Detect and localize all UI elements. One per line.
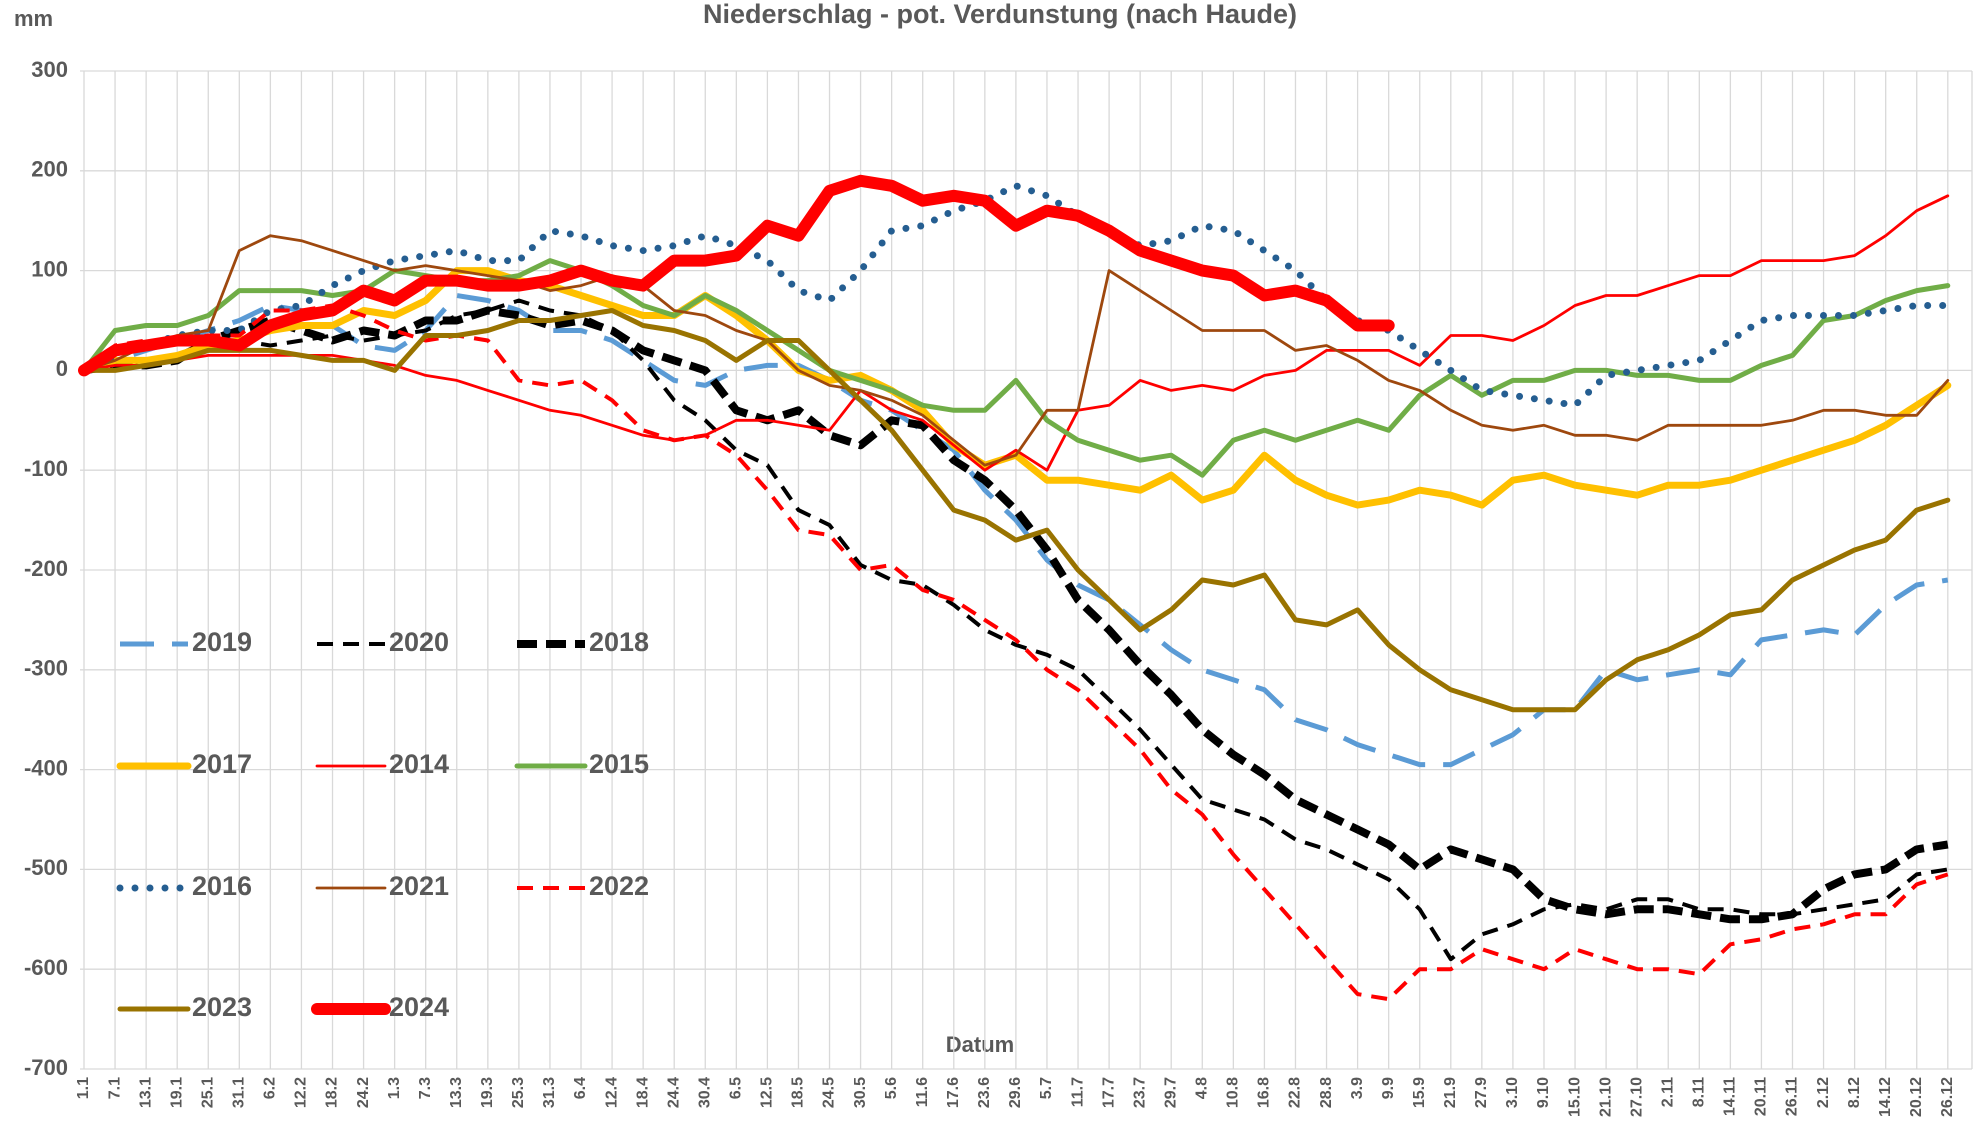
y-tick-label: -100: [24, 456, 68, 481]
x-tick-label: 23.7: [1131, 1077, 1148, 1108]
x-tick-label: 31.1: [231, 1077, 248, 1108]
x-tick-label: 24.5: [821, 1077, 838, 1108]
legend-label: 2023: [192, 992, 252, 1022]
chart-title: Niederschlag - pot. Verdunstung (nach Ha…: [703, 0, 1297, 29]
x-tick-label: 25.3: [510, 1077, 527, 1108]
x-tick-label: 8.12: [1846, 1077, 1863, 1108]
series-line: [81, 308, 1951, 713]
x-tick-label: 3.9: [1349, 1077, 1366, 1099]
legend-label: 2020: [389, 627, 449, 657]
x-tick-label: 30.4: [696, 1077, 713, 1108]
y-tick-label: -400: [24, 755, 68, 780]
x-tick-label: 6.4: [572, 1077, 589, 1099]
x-tick-label: 29.7: [1162, 1077, 1179, 1108]
legend-label: 2014: [389, 749, 449, 779]
y-tick-label: 0: [56, 356, 68, 381]
x-tick-label: 12.5: [759, 1077, 776, 1108]
x-tick-label: 4.8: [1194, 1077, 1211, 1099]
x-tick-label: 26.11: [1784, 1077, 1801, 1116]
y-tick-label: 100: [31, 256, 68, 281]
x-tick-label: 7.1: [106, 1077, 123, 1099]
x-tick-label: 2.12: [1815, 1077, 1832, 1108]
x-tick-label: 18.2: [324, 1077, 341, 1108]
x-tick-label: 10.8: [1225, 1077, 1242, 1108]
y-tick-label: -300: [24, 656, 68, 681]
x-tick-label: 12.2: [293, 1077, 310, 1108]
x-tick-label: 28.8: [1318, 1077, 1335, 1108]
y-tick-label: -700: [24, 1055, 68, 1080]
x-tick-label: 30.5: [852, 1077, 869, 1108]
x-tick-label: 12.4: [603, 1077, 620, 1108]
y-axis-label: mm: [14, 6, 53, 31]
x-tick-label: 13.1: [137, 1077, 154, 1108]
x-tick-label: 11.7: [1069, 1077, 1086, 1107]
x-tick-label: 29.6: [1007, 1077, 1024, 1108]
series-line: [80, 182, 1952, 409]
x-tick-label: 17.7: [1100, 1077, 1117, 1108]
x-tick-label: 6.5: [728, 1077, 745, 1099]
x-tick-label: 5.7: [1038, 1077, 1055, 1099]
x-axis-label: Datum: [946, 1032, 1014, 1057]
x-tick-label: 20.12: [1908, 1077, 1925, 1117]
x-tick-label: 9.10: [1535, 1077, 1552, 1108]
series-line: [83, 293, 1949, 768]
x-tick-label: 7.3: [417, 1077, 434, 1099]
x-tick-label: 8.11: [1691, 1077, 1708, 1107]
legend-label: 2022: [589, 871, 649, 901]
series-line: [82, 194, 1950, 472]
x-tick-label: 19.1: [168, 1077, 185, 1108]
legend-label: 2017: [192, 749, 252, 779]
x-tick-label: 5.6: [883, 1077, 900, 1099]
legend-label: 2016: [192, 871, 252, 901]
y-tick-label: -600: [24, 955, 68, 980]
x-tick-label: 13.3: [448, 1077, 465, 1108]
y-tick-label: 300: [31, 57, 68, 82]
x-tick-label: 1.1: [75, 1077, 92, 1099]
series-line: [78, 174, 1395, 377]
x-tick-label: 3.10: [1504, 1077, 1521, 1108]
x-tick-label: 21.10: [1597, 1077, 1614, 1117]
x-tick-label: 19.3: [479, 1077, 496, 1108]
x-tick-label: 18.4: [634, 1077, 651, 1108]
x-tick-label: 27.9: [1473, 1077, 1490, 1108]
legend-label: 2018: [589, 627, 649, 657]
x-tick-label: 20.11: [1753, 1077, 1770, 1116]
x-tick-label: 23.6: [976, 1077, 993, 1108]
x-tick-label: 9.9: [1380, 1077, 1397, 1099]
x-tick-label: 21.9: [1442, 1077, 1459, 1108]
x-tick-label: 22.8: [1287, 1077, 1304, 1108]
x-tick-label: 31.3: [541, 1077, 558, 1108]
y-tick-label: -200: [24, 556, 68, 581]
series-line: [83, 306, 1949, 924]
x-tick-label: 1.3: [386, 1077, 403, 1099]
x-tick-label: 6.2: [262, 1077, 279, 1099]
x-tick-label: 17.6: [945, 1077, 962, 1108]
x-tick-label: 24.4: [665, 1077, 682, 1108]
series-line: [82, 234, 1950, 467]
x-tick-label: 14.11: [1722, 1077, 1739, 1116]
legend-label: 2019: [192, 627, 252, 657]
series-line: [82, 303, 1949, 1002]
x-tick-label: 15.9: [1411, 1077, 1428, 1108]
x-tick-label: 2.11: [1659, 1077, 1676, 1107]
x-tick-label: 14.12: [1877, 1077, 1894, 1117]
legend-label: 2015: [589, 749, 649, 779]
x-tick-label: 11.6: [914, 1077, 931, 1107]
x-tick-label: 25.1: [199, 1077, 216, 1108]
x-tick-label: 24.2: [355, 1077, 372, 1108]
y-tick-label: -500: [24, 855, 68, 880]
x-tick-label: 26.12: [1939, 1077, 1956, 1117]
x-tick-label: 15.10: [1566, 1077, 1583, 1117]
x-tick-label: 16.8: [1256, 1077, 1273, 1108]
x-tick-label: 27.10: [1628, 1077, 1645, 1117]
legend-label: 2021: [389, 871, 449, 901]
legend-label: 2024: [389, 992, 449, 1022]
y-tick-label: 200: [31, 157, 68, 182]
x-tick-label: 18.5: [790, 1077, 807, 1108]
